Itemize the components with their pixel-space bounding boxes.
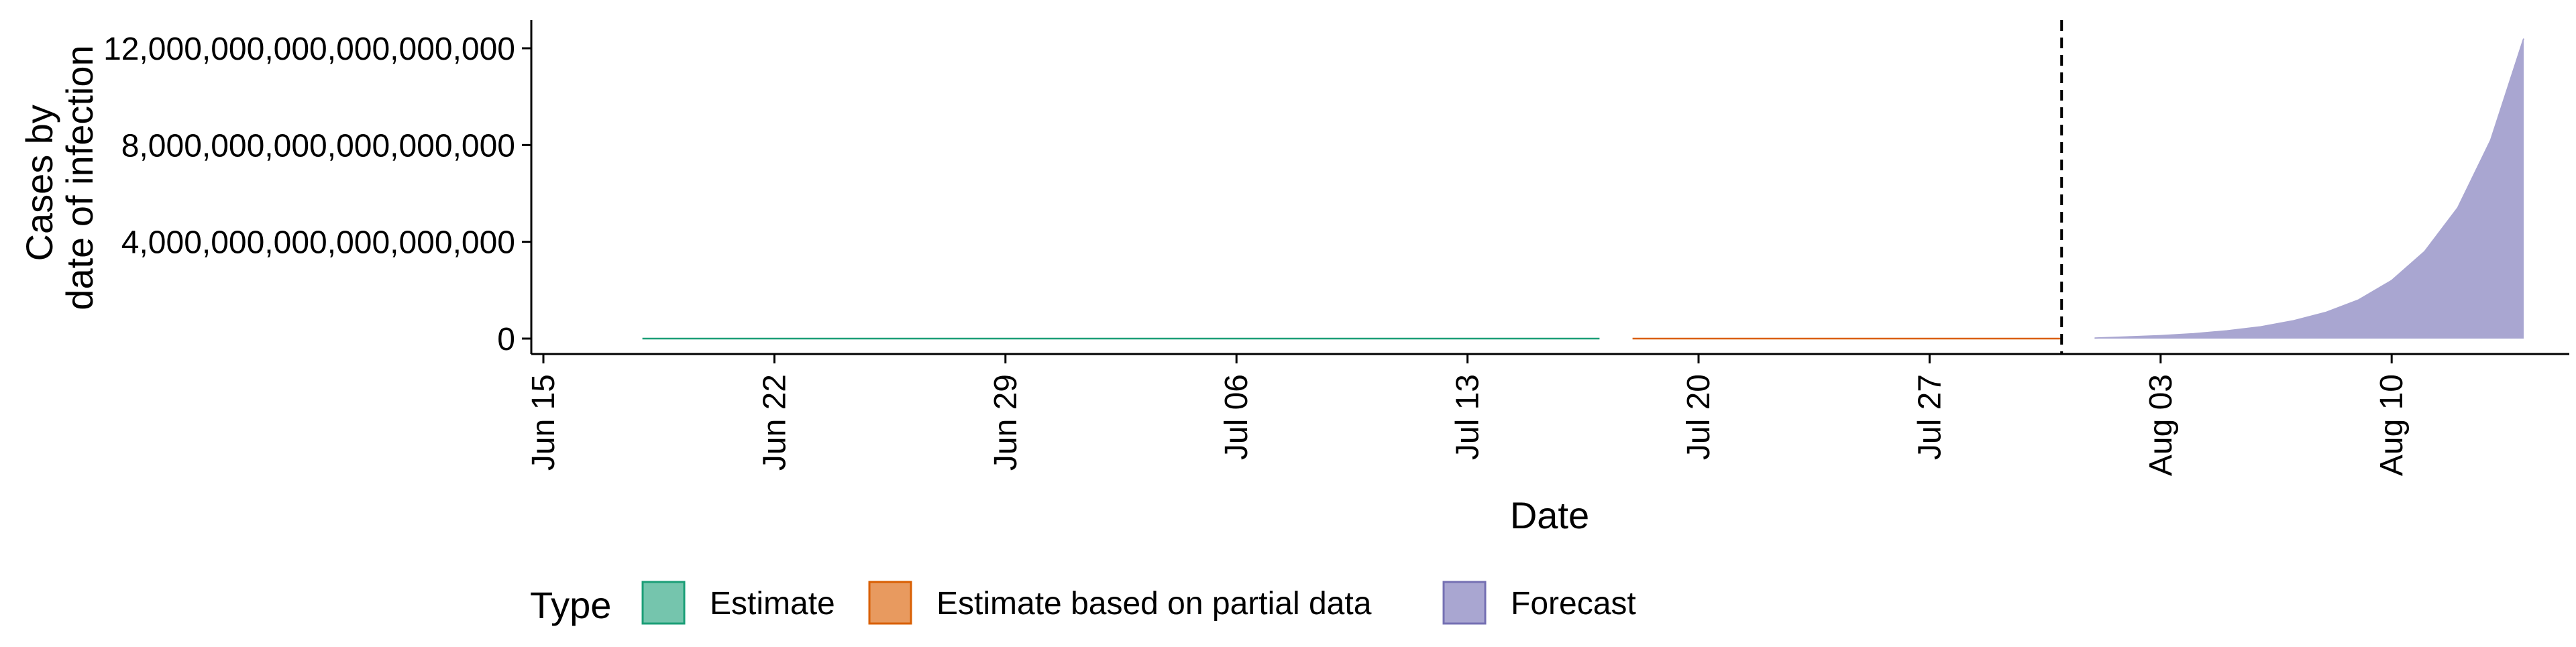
x-tick-label: Jul 27 — [1912, 374, 1947, 460]
legend-items: Estimate Estimate based on partial data Fo… — [641, 581, 1636, 625]
legend-title: Type — [530, 584, 611, 626]
y-tick-label: 8,000,000,000,000,000,000 — [121, 128, 515, 164]
x-tick-label: Jun 22 — [757, 374, 792, 471]
axes: 0 4,000,000,000,000,000,000 8,000,000,000,… — [18, 20, 2569, 536]
forecast-line — [2094, 38, 2524, 339]
y-tick-label: 4,000,000,000,000,000,000 — [121, 225, 515, 261]
y-tick-label: 12,000,000,000,000,000,000 — [103, 32, 515, 67]
x-axis-ticks: Jun 15 Jun 22 Jun 29 Jul 06 Jul 13 Jul 20 Jul … — [526, 354, 2410, 476]
x-tick-label: Jun 29 — [988, 374, 1024, 471]
legend-key — [868, 581, 912, 625]
x-tick-label: Aug 10 — [2374, 374, 2410, 476]
x-axis-title: Date — [1510, 494, 1589, 536]
x-tick-label: Jul 06 — [1219, 374, 1254, 460]
x-tick-label: Jul 20 — [1681, 374, 1717, 460]
x-tick-label: Jun 15 — [526, 374, 561, 471]
y-axis-title-line: Cases by — [18, 105, 60, 261]
legend-label: Forecast — [1511, 586, 1636, 622]
y-axis-title-line: date of infection — [58, 45, 101, 310]
plot-area — [642, 20, 2524, 354]
legend-label: Estimate — [710, 586, 835, 622]
y-axis-ticks: 0 4,000,000,000,000,000,000 8,000,000,000,… — [103, 32, 531, 357]
legend-label: Estimate based on partial data — [936, 586, 1372, 622]
y-axis-title: Cases by date of infection — [18, 45, 101, 310]
legend: Type Estimate Estimate based on partial d… — [530, 581, 1636, 626]
legend-key — [1442, 581, 1487, 625]
x-tick-label: Aug 03 — [2143, 374, 2179, 476]
x-tick-label: Jul 13 — [1450, 374, 1486, 460]
y-tick-label: 0 — [497, 322, 515, 357]
forecast-area — [2094, 38, 2524, 339]
legend-key — [641, 581, 686, 625]
